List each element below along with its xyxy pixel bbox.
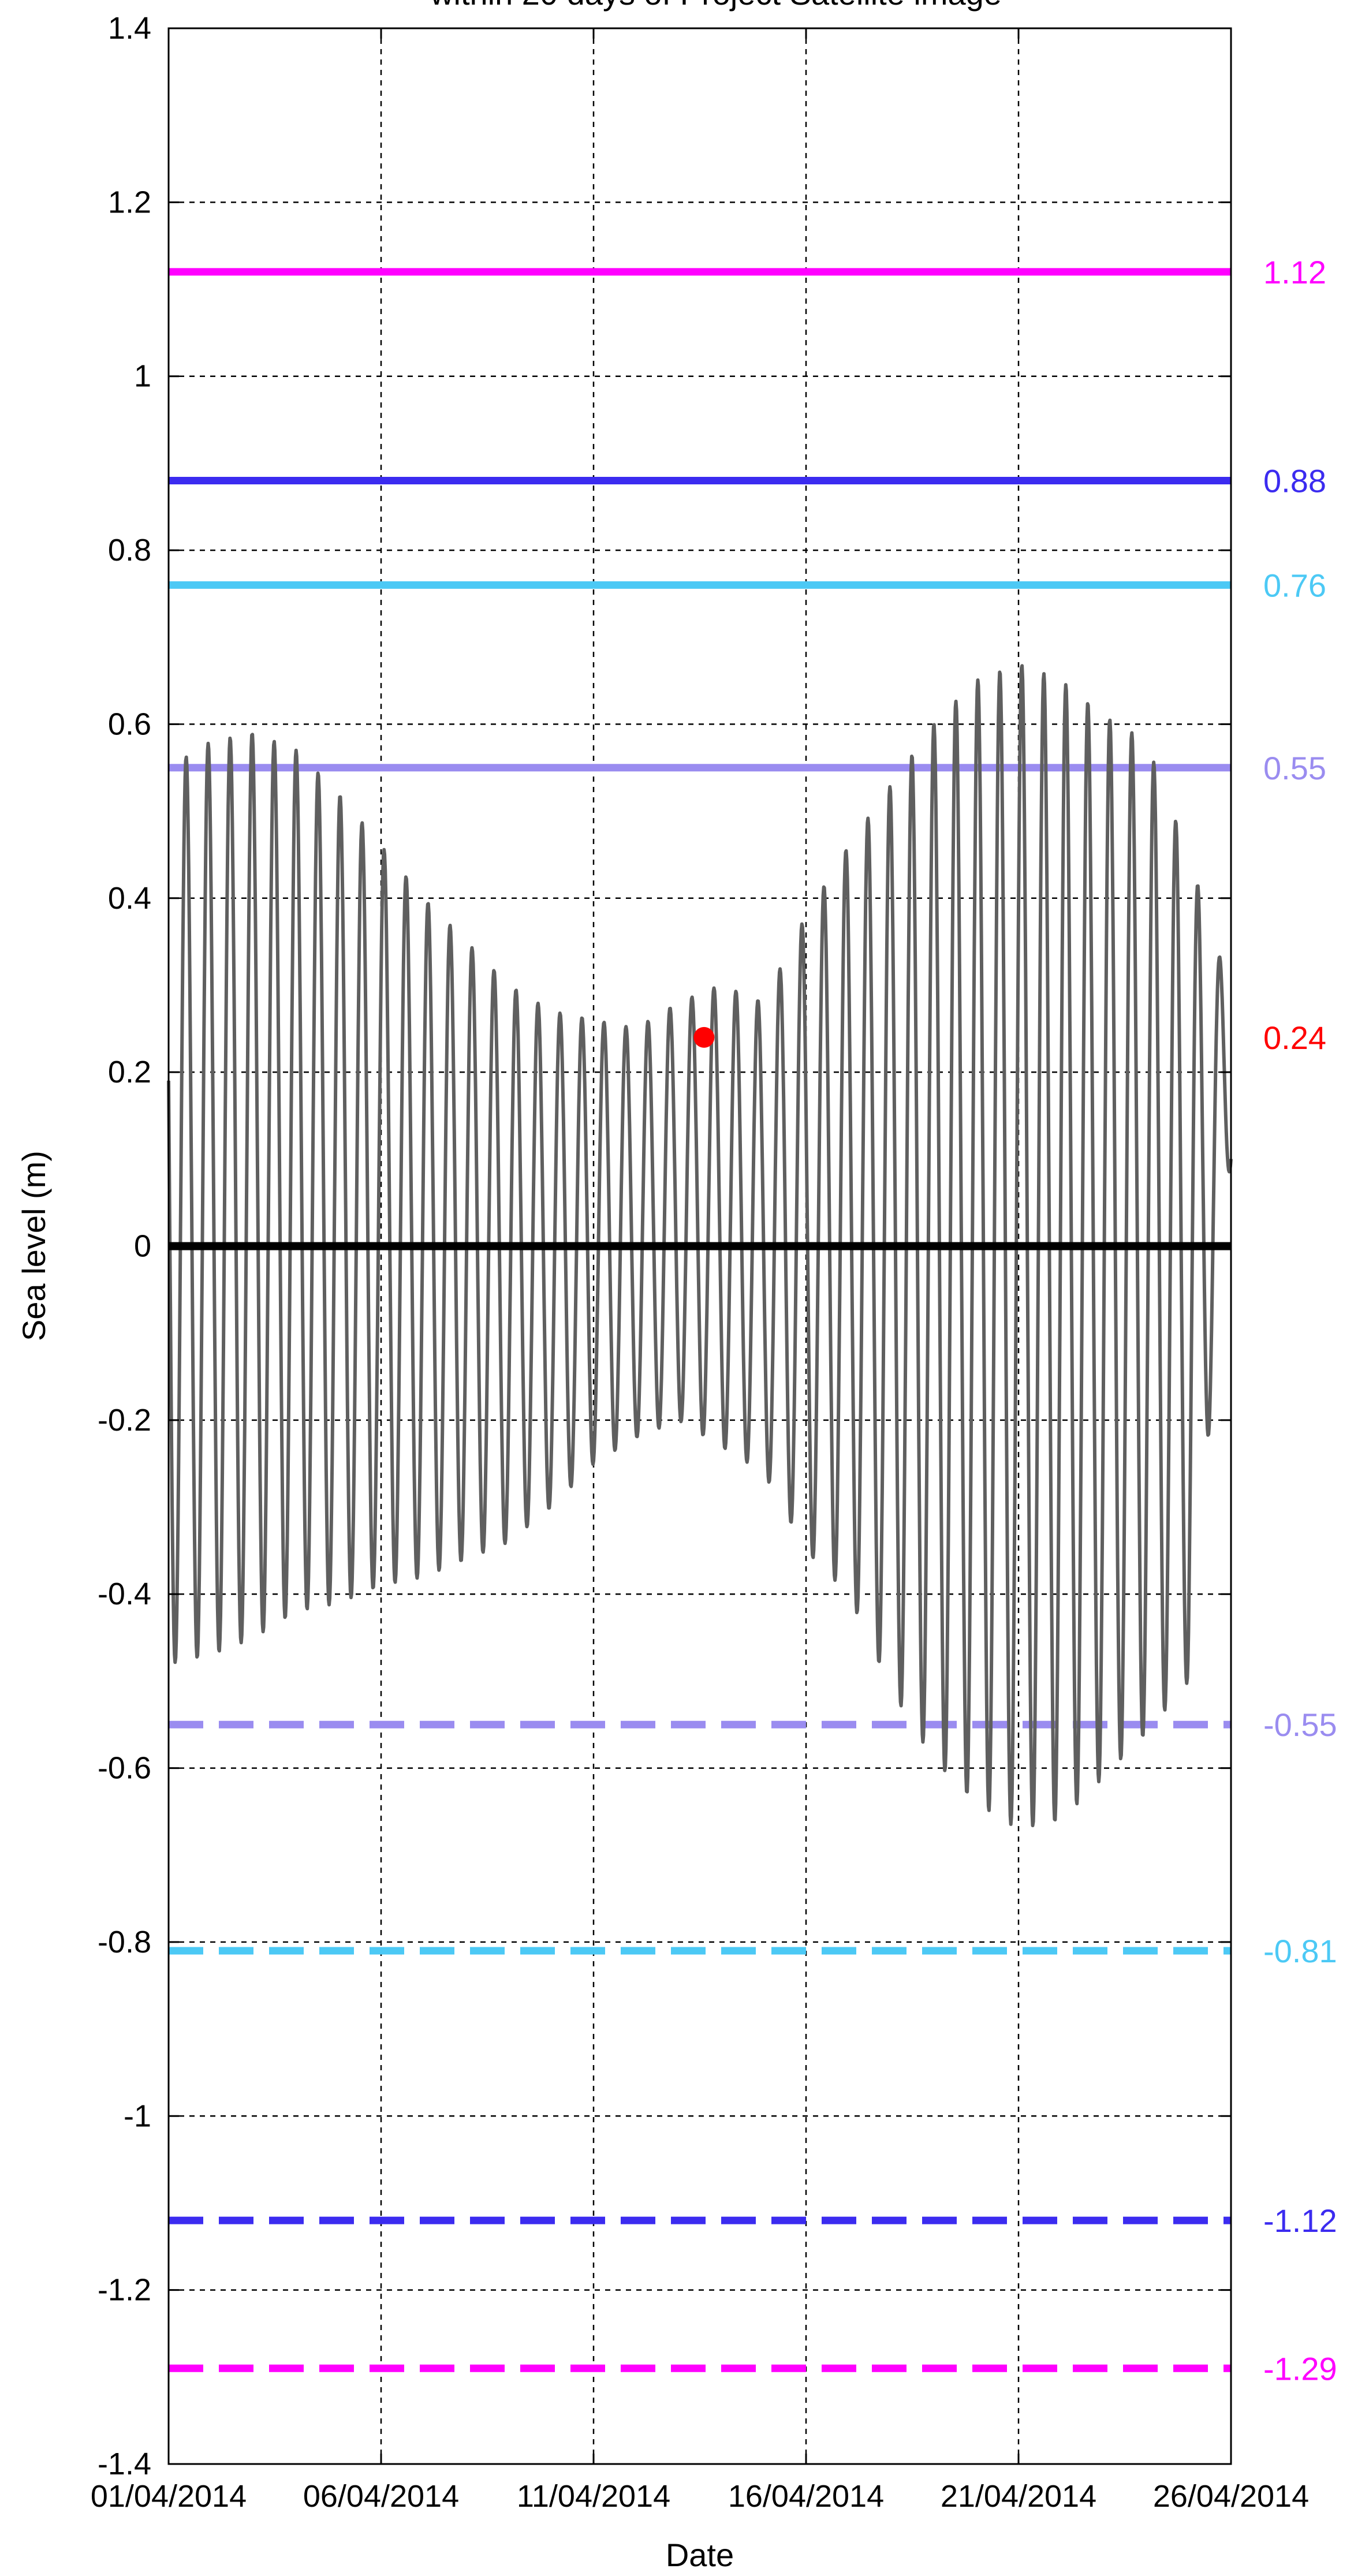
satellite-image-point [693, 1026, 715, 1048]
series-layer [167, 664, 1233, 1827]
y-axis-title: Sea level (m) [16, 1151, 52, 1341]
y-tick-label: -0.2 [98, 1403, 151, 1438]
x-tick-label: 26/04/2014 [1153, 2479, 1309, 2514]
y-tick-label: 0 [134, 1229, 151, 1264]
reference-line-label: 0.88 [1263, 463, 1326, 499]
reference-labels: 1.12 0.88 0.76 0.55 -0.55 -0.81 -1.12 -1.29 0.24 [1263, 254, 1337, 2387]
x-tick-label: 06/04/2014 [303, 2479, 459, 2514]
chart-title: within 20 days of Project Satellite imag… [430, 0, 1002, 12]
y-tick-label: -1.2 [98, 2273, 151, 2308]
reference-line-label: -1.29 [1263, 2350, 1337, 2387]
y-tick-label: -0.8 [98, 1925, 151, 1959]
y-tick-label: 1.4 [108, 11, 151, 46]
x-tick-label: 16/04/2014 [728, 2479, 884, 2514]
y-tick-label: -1.4 [98, 2447, 151, 2481]
reference-line-label: -0.81 [1263, 1933, 1337, 1969]
sea-level-series-line [167, 664, 1233, 1827]
reference-line-label: 1.12 [1263, 254, 1326, 290]
y-tick-label: 0.6 [108, 707, 151, 741]
reference-line-label: 0.76 [1263, 567, 1326, 603]
x-tick-label: 01/04/2014 [91, 2479, 247, 2514]
reference-line-label: 0.55 [1263, 750, 1326, 786]
y-tick-label: -0.4 [98, 1577, 151, 1611]
reference-line-label: -0.55 [1263, 1707, 1337, 1743]
x-tick-label: 11/04/2014 [517, 2479, 670, 2514]
x-tick-label: 21/04/2014 [941, 2479, 1096, 2514]
y-tick-label: -0.6 [98, 1751, 151, 1786]
satellite-point-label: 0.24 [1263, 1020, 1326, 1056]
x-axis-title: Date [666, 2537, 734, 2573]
y-tick-label: 0.4 [108, 881, 151, 916]
axis-ticks: -1.4 -1.2 -1 -0.8 -0.6 -0.4 -0.2 0 0.2 0.4 0.6 0.8 1… [91, 11, 1309, 2514]
y-tick-label: -1 [124, 2099, 151, 2133]
y-tick-label: 0.8 [108, 533, 151, 568]
y-tick-label: 1 [134, 359, 151, 394]
y-tick-label: 0.2 [108, 1055, 151, 1089]
y-tick-label: 1.2 [108, 185, 151, 219]
reference-line-label: -1.12 [1263, 2202, 1337, 2239]
